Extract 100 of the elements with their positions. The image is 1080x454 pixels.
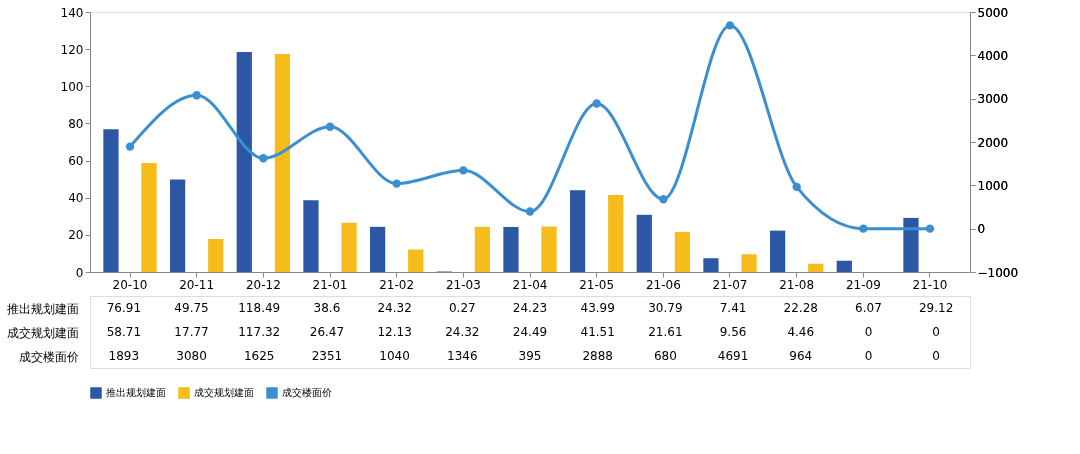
data-label: 0 [932, 349, 940, 363]
y-tick-label: 120 [60, 42, 84, 57]
data-label: 3080 [176, 349, 207, 363]
point [459, 166, 468, 175]
y-tick-label: 20 [68, 228, 84, 243]
point [725, 21, 735, 30]
data-label: 1346 [447, 349, 478, 363]
legend-label: 成交楼面价 [282, 387, 332, 398]
data-label: 24.23 [512, 301, 548, 315]
bar [903, 217, 919, 272]
bar [608, 194, 624, 272]
data-label: 26.47 [309, 325, 345, 339]
data-label: 12.13 [377, 325, 412, 339]
data-label: 2351 [311, 349, 343, 363]
point [592, 99, 601, 108]
bar [370, 226, 386, 272]
data-label: 118.49 [238, 301, 281, 315]
x-tick-label: 21-05 [579, 277, 615, 292]
data-label: 1040 [379, 349, 410, 363]
x-tick-label: 21-09 [845, 277, 881, 292]
data-label: 30.79 [648, 301, 683, 315]
data-label: 24.32 [445, 325, 480, 339]
x-tick-label: 21-03 [445, 277, 481, 292]
data-label: 964 [789, 349, 813, 363]
data-label: 22.28 [783, 301, 818, 315]
point [192, 91, 201, 100]
data-label: 1625 [243, 349, 275, 363]
bar [303, 200, 319, 272]
y-tick-label: 40 [68, 191, 84, 206]
y2-tick-label: 0 [977, 222, 986, 237]
data-label: 6.07 [855, 301, 882, 315]
bar [474, 226, 490, 272]
data-label: 0 [932, 325, 940, 339]
point [325, 122, 335, 131]
x-tick-label: 21-06 [645, 277, 681, 292]
bar [408, 249, 424, 272]
data-label: 680 [653, 349, 677, 363]
y-tick-label: 100 [60, 79, 84, 94]
point [925, 224, 935, 233]
text: 成交规划建面 [6, 325, 79, 340]
y2-tick-label: 3000 [977, 92, 1009, 107]
bar [836, 260, 852, 272]
bar [274, 54, 290, 272]
x-tick-label: 21-07 [712, 277, 748, 292]
data-label: 0.27 [448, 301, 476, 315]
data-label: 117.32 [238, 325, 281, 339]
data-label: 9.56 [719, 325, 747, 339]
y-tick-label: 0 [75, 265, 84, 280]
point [392, 179, 401, 188]
bar [770, 230, 786, 272]
x-tick-label: 20-10 [112, 277, 148, 292]
point [259, 154, 268, 163]
point [525, 207, 535, 216]
data-label: 43.99 [580, 301, 615, 315]
text: 成交楼面价 [18, 349, 79, 364]
y2-tick-label: 5000 [977, 5, 1009, 20]
x-tick-label: 21-10 [912, 277, 948, 292]
text: 推出规划建面 [6, 301, 79, 316]
bar [503, 227, 519, 272]
y2-tick-label: 4000 [977, 48, 1009, 63]
y-tick-label: 80 [68, 116, 84, 131]
x-tick-label: 20-11 [179, 277, 215, 292]
bar [541, 226, 557, 272]
legend-label: 推出规划建面 [106, 387, 166, 398]
bar [636, 214, 652, 272]
bar [170, 179, 186, 272]
y2-tick-label: 1000 [977, 178, 1009, 193]
x-tick-label: 21-02 [379, 277, 415, 292]
x-tick-label: 21-01 [312, 277, 348, 292]
point [859, 224, 868, 233]
data-label: 49.75 [174, 301, 209, 315]
data-label: 38.6 [313, 301, 341, 315]
bar [674, 231, 690, 272]
data-label: 0 [864, 349, 873, 363]
point [792, 182, 801, 192]
bar [236, 51, 252, 272]
data-label: 4.46 [787, 325, 815, 339]
bar [141, 162, 157, 272]
bar [703, 258, 719, 272]
point [125, 142, 135, 151]
data-label: 2888 [582, 349, 613, 363]
y-tick-label: 60 [68, 154, 84, 169]
legend-label: 成交规划建面 [194, 387, 254, 398]
data-label: 24.32 [377, 301, 412, 315]
data-label: 76.91 [106, 301, 142, 315]
point [659, 195, 668, 204]
data-label: 0 [864, 325, 873, 339]
data-label: 29.12 [918, 301, 954, 315]
data-label: 1893 [108, 349, 140, 363]
data-label: 41.51 [580, 325, 615, 339]
y2-tick-label: −1000 [977, 265, 1019, 280]
data-label: 24.49 [512, 325, 548, 339]
x-tick-label: 21-08 [779, 277, 815, 292]
x-tick-label: 20-12 [245, 277, 281, 292]
bar [741, 254, 757, 272]
bar [341, 222, 357, 272]
bar [208, 239, 224, 272]
bar [570, 190, 586, 272]
y2-tick-label: 2000 [977, 135, 1009, 150]
bar [808, 263, 824, 272]
